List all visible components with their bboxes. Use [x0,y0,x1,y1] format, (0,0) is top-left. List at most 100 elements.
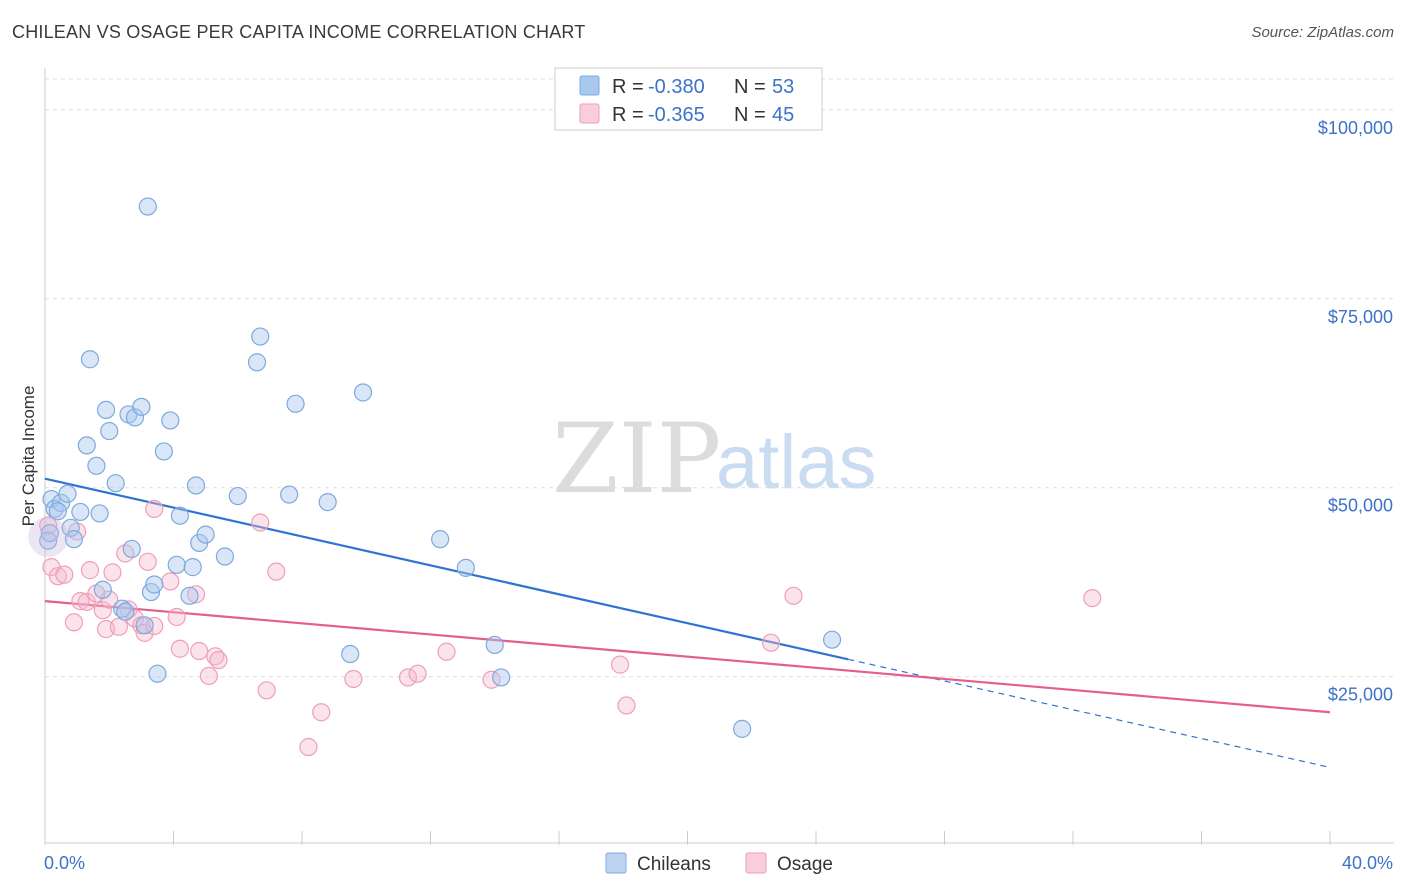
osage-point [199,666,218,686]
chileans-point [251,327,270,346]
chileans-point [132,397,151,416]
y-tick-label: $50,000 [1328,496,1393,516]
chileans-point [116,602,135,621]
legend-n-label-1: N = [734,76,766,98]
chileans-point [247,353,267,372]
chileans-point [58,484,77,503]
osage-point [103,563,122,582]
chileans-point [77,436,96,455]
chileans-point [167,555,186,574]
chileans-point [485,635,504,655]
watermark-atlas: atlas [716,420,877,505]
axes [44,68,1394,845]
osage-point [437,642,456,661]
osage-point [93,601,112,620]
chileans-point [286,394,305,413]
chileans-point [431,530,450,549]
osage-point [119,600,138,619]
osage-point [784,586,803,605]
chileans-point [71,502,90,522]
chileans-point [145,575,164,594]
chileans-point [341,644,360,664]
chileans-point [196,525,215,544]
bottom-legend: Chileans Osage [605,852,833,875]
chart-title: CHILEAN VS OSAGE PER CAPITA INCOME CORRE… [12,22,586,42]
osage-point [170,639,190,658]
gridlines [45,78,1394,678]
trend-lines [44,477,1331,768]
chileans-point [64,530,84,549]
legend-r-label-2: R = [612,104,644,126]
osage-point [71,592,90,611]
legend-n-label-2: N = [734,104,766,126]
osage-point [190,641,209,661]
osage-point [167,607,186,627]
chileans-point [228,486,247,506]
chileans-point [61,518,80,537]
y-axis-label: Per Capita Income [19,386,38,527]
chileans-point [170,506,190,525]
chileans-point [138,197,157,216]
chileans-point [122,539,141,559]
chileans-point [112,599,132,618]
y-tick-label: $100,000 [1318,118,1393,138]
y-tick-label: $75,000 [1328,307,1393,327]
bottom-legend-swatch-osage [745,852,767,874]
cluster-point [28,516,69,557]
osage-point [1083,588,1102,608]
legend-r-value-chileans: -0.380 [648,76,705,98]
osage-point [100,590,119,609]
bottom-legend-chileans: Chileans [637,854,711,875]
chileans-point [180,586,199,605]
chileans-point [96,400,116,419]
bottom-legend-osage: Osage [777,854,833,875]
legend-n-value-osage: 45 [772,104,794,126]
chileans-point [93,580,112,599]
osage-point [186,585,206,604]
osage-point [39,516,58,535]
osage-point [48,567,67,586]
osage-point [408,664,427,683]
chileans-point [80,350,100,369]
osage-point [251,513,270,532]
osage-point [312,703,331,722]
x-tick-label-min: 0.0% [44,853,85,873]
chileans-point [353,383,373,402]
osage-point [145,499,164,518]
chileans-point [135,616,154,635]
bottom-legend-swatch-chileans [605,852,627,874]
osage-point [267,562,286,581]
legend-r-label-1: R = [612,76,644,98]
osage-trend-line [44,600,1331,714]
chileans-trend-extension [847,658,1331,768]
chileans-point [733,719,752,738]
chileans-point [280,485,299,504]
osage-point [257,681,276,700]
legend-swatch-chileans [579,75,600,96]
chileans-trend-line [44,477,849,661]
top-legend: R = -0.380 N = 53 R = -0.365 N = 45 [554,67,823,131]
chileans-point [492,668,511,687]
osage-point [398,668,418,687]
chileans-point [186,476,206,495]
osage-point [610,655,630,674]
chileans-point [148,664,167,683]
osage-point [617,696,636,715]
osage-point [138,552,157,571]
chileans-point [39,531,58,550]
osage-point [80,561,100,580]
osage-point [299,737,318,757]
osage-point [145,616,164,636]
tick-labels: $25,000 $50,000 $75,000 $100,000 0.0% 40.0% [44,118,1393,873]
chileans-point [40,523,59,543]
chileans-point [90,504,109,523]
chileans-point [100,421,119,441]
legend-swatch-osage [579,103,600,124]
chileans-point [822,630,842,649]
data-points [28,197,1102,757]
osage-point [761,633,781,652]
chileans-point [215,547,234,566]
osage-point [64,613,84,632]
osage-point [125,609,145,628]
